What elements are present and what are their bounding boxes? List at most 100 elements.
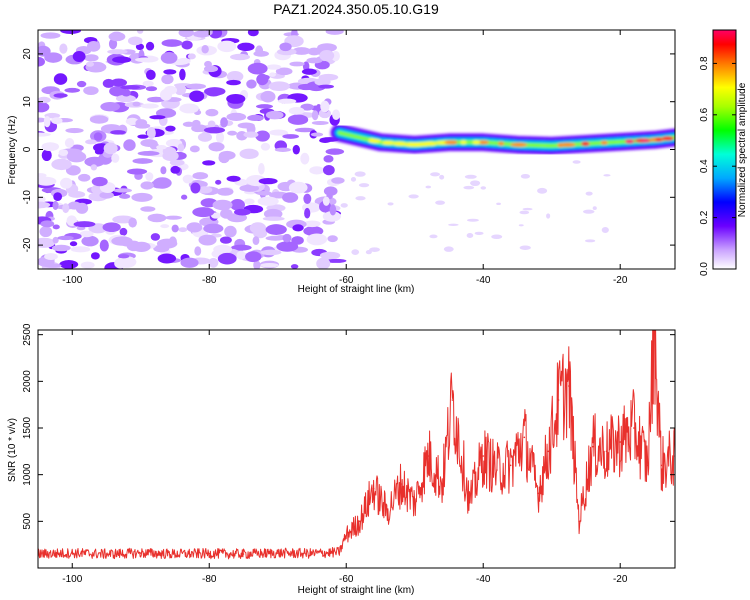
heatmap-cell bbox=[203, 223, 224, 234]
spectrogram-x-tick-label: -80 bbox=[202, 275, 217, 286]
heatmap-cell bbox=[179, 68, 186, 81]
heatmap-cell bbox=[275, 67, 293, 76]
heatmap-cell bbox=[243, 131, 259, 138]
heatmap-hotspot bbox=[444, 140, 458, 145]
heatmap-cell bbox=[51, 158, 72, 171]
heatmap-cell bbox=[520, 173, 531, 179]
heatmap-cell bbox=[51, 117, 63, 125]
snr-data-point bbox=[427, 455, 430, 457]
heatmap-cell bbox=[215, 131, 225, 144]
heatmap-cell bbox=[73, 221, 96, 228]
heatmap-cell bbox=[41, 149, 52, 162]
heatmap-cell bbox=[491, 234, 503, 240]
heatmap-cell bbox=[466, 233, 474, 239]
heatmap-cell bbox=[203, 65, 219, 73]
heatmap-cell bbox=[128, 217, 137, 228]
snr-data-point bbox=[568, 385, 570, 387]
heatmap-cell bbox=[470, 180, 481, 187]
snr-series bbox=[38, 330, 675, 560]
heatmap-cell bbox=[307, 47, 321, 56]
heatmap-cell bbox=[171, 224, 179, 233]
heatmap-hotspot bbox=[600, 140, 608, 145]
heatmap-cell bbox=[584, 239, 596, 243]
colorbar: 0.0 0.2 0.4 0.6 0.8 Normalized spectral ampl… bbox=[699, 29, 748, 276]
heatmap-cell bbox=[153, 244, 170, 253]
heatmap-cell bbox=[226, 93, 246, 104]
heatmap-cell bbox=[246, 174, 266, 187]
spectrogram-x-tick-label: -100 bbox=[62, 275, 82, 286]
heatmap-cell bbox=[247, 30, 259, 37]
snr-data-point bbox=[468, 501, 471, 504]
heatmap-cell bbox=[107, 49, 128, 55]
snr-data-point bbox=[482, 455, 485, 457]
snr-data-point bbox=[208, 552, 211, 555]
heatmap-cell bbox=[112, 56, 132, 63]
heatmap-cell bbox=[237, 42, 255, 52]
heatmap-cell bbox=[582, 209, 595, 214]
snr-data-point bbox=[451, 399, 454, 401]
heatmap-cell bbox=[59, 260, 79, 269]
snr-x-axis: -100 -80 -60 -40 -20 bbox=[62, 330, 628, 585]
heatmap-cell bbox=[256, 73, 269, 86]
spectrogram-y-axis: -20 -10 0 10 20 bbox=[22, 48, 675, 252]
heatmap-cell bbox=[147, 96, 165, 103]
heatmap-cell bbox=[303, 226, 324, 236]
heatmap-cell bbox=[260, 249, 282, 256]
heatmap-cell bbox=[99, 239, 109, 252]
heatmap-cell bbox=[140, 103, 159, 109]
heatmap-hotspot bbox=[423, 141, 438, 146]
snr-x-tick-label: -40 bbox=[476, 574, 491, 585]
heatmap-cell bbox=[110, 130, 126, 135]
heatmap-cell bbox=[329, 204, 337, 216]
heatmap-cell bbox=[76, 80, 87, 88]
heatmap-cell bbox=[110, 78, 128, 87]
heatmap-hotspot bbox=[581, 141, 590, 146]
heatmap-cell bbox=[230, 244, 252, 251]
heatmap-cell bbox=[331, 177, 345, 184]
spectrogram-y-tick-label: -20 bbox=[22, 237, 33, 252]
heatmap-cell bbox=[123, 139, 136, 151]
snr-data-point bbox=[496, 469, 498, 471]
heatmap-cell bbox=[38, 201, 51, 209]
heatmap-cell bbox=[466, 218, 479, 222]
colorbar-label: Normalized spectral amplitude bbox=[737, 82, 748, 217]
snr-data-point bbox=[605, 450, 608, 453]
snr-plot-frame bbox=[37, 329, 676, 569]
heatmap-cell bbox=[208, 142, 225, 152]
heatmap-cell bbox=[44, 253, 58, 261]
heatmap-cell bbox=[327, 235, 338, 243]
heatmap-cell bbox=[181, 194, 188, 200]
heatmap-cell bbox=[255, 130, 270, 142]
snr-data-point bbox=[537, 492, 539, 495]
heatmap-cell bbox=[218, 152, 230, 164]
heatmap-cell bbox=[474, 231, 484, 236]
snr-y-axis: 500 1000 1500 2000 2500 bbox=[22, 323, 675, 530]
heatmap-cell bbox=[39, 226, 53, 238]
heatmap-cell bbox=[187, 53, 196, 60]
heatmap-cell bbox=[161, 39, 183, 47]
heatmap-cell bbox=[177, 57, 191, 65]
heatmap-cell bbox=[227, 130, 238, 136]
heatmap-cell bbox=[266, 64, 282, 70]
heatmap-cell bbox=[245, 251, 262, 263]
heatmap-hotspot bbox=[655, 137, 663, 142]
heatmap-cell bbox=[234, 208, 251, 216]
heatmap-cell bbox=[38, 101, 50, 113]
heatmap-cell bbox=[277, 98, 297, 104]
heatmap-cell bbox=[78, 173, 91, 182]
heatmap-signal-ridge bbox=[330, 123, 675, 155]
heatmap-cell bbox=[303, 220, 321, 228]
heatmap-cell bbox=[480, 186, 487, 190]
heatmap-cell bbox=[317, 43, 337, 52]
heatmap-cell bbox=[258, 163, 265, 175]
heatmap-cell bbox=[108, 31, 126, 42]
heatmap-cell bbox=[430, 172, 441, 177]
heatmap-cell bbox=[290, 264, 299, 269]
heatmap-cell bbox=[443, 246, 454, 252]
heatmap-cell bbox=[268, 81, 290, 92]
heatmap-hotspot bbox=[405, 142, 419, 147]
heatmap-cell bbox=[282, 233, 292, 243]
heatmap-cell bbox=[178, 30, 194, 38]
heatmap-cell bbox=[84, 54, 99, 62]
